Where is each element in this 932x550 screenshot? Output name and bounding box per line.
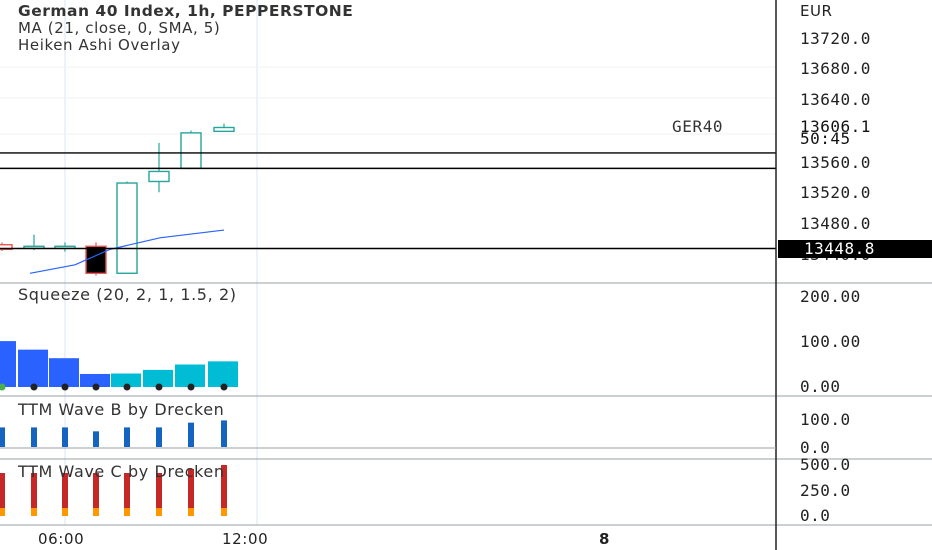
squeeze-tick: 0.00: [800, 377, 841, 396]
squeeze-histogram: [0, 341, 238, 391]
squeeze-bar: [143, 369, 173, 387]
wave-c-bar-base: [31, 508, 37, 516]
squeeze-bar: [208, 361, 238, 387]
wave-c-bar-base: [156, 508, 162, 516]
squeeze-bar: [49, 358, 79, 387]
time-label: 8: [599, 530, 611, 548]
wave-c-bar: [93, 473, 99, 508]
wave-c-bar-base: [188, 508, 194, 516]
price-tick: 13680.0: [800, 59, 871, 78]
wave-b-bar: [93, 431, 99, 447]
price-candles: [0, 123, 235, 276]
wave-c-bar-base: [0, 508, 5, 516]
bar-countdown: 50:45: [800, 129, 851, 148]
wave-b-bar: [188, 422, 194, 447]
wave-c-title[interactable]: TTM Wave C by Drecken: [18, 462, 225, 481]
time-label: 06:00: [38, 530, 85, 548]
candle-body: [85, 245, 107, 274]
squeeze-dot: [30, 383, 38, 391]
price-tick: 13480.0: [800, 214, 871, 233]
candle-body: [213, 126, 235, 133]
squeeze-tick: 200.00: [800, 287, 861, 306]
wave-c-bar: [188, 469, 194, 508]
wave-c-bar: [31, 473, 37, 508]
wave-c-bar-base: [124, 508, 130, 516]
wave-c-tick: 0.0: [800, 506, 831, 525]
ma-line: [29, 229, 225, 274]
wave-c-bar: [62, 473, 68, 508]
wave-b-bar: [62, 427, 68, 447]
wave-b-bar: [156, 427, 162, 447]
ma-path: [29, 229, 225, 274]
squeeze-dot: [220, 383, 228, 391]
squeeze-bar: [80, 373, 110, 387]
wave-c-bar: [0, 473, 5, 508]
candle-body: [180, 132, 202, 170]
squeeze-tick: 100.00: [800, 332, 861, 351]
wave-c-bar: [124, 473, 130, 508]
price-tick: 13560.0: [800, 153, 871, 172]
wave-b-bar: [124, 427, 130, 447]
price-tick: 13720.0: [800, 29, 871, 48]
wave-b-bars: [0, 420, 227, 447]
squeeze-dot: [155, 383, 163, 391]
candle-body: [116, 182, 138, 274]
currency-label: EUR: [800, 2, 833, 20]
squeeze-dot: [0, 383, 6, 391]
symbol-title[interactable]: German 40 Index, 1h, PEPPERSTONE: [18, 2, 354, 20]
wave-b-tick: 0.0: [800, 438, 831, 457]
wave-c-bar-base: [93, 508, 99, 516]
squeeze-dot: [61, 383, 69, 391]
current-price-label: GER40: [672, 117, 724, 136]
horizontal-levels[interactable]: [0, 152, 776, 250]
candle-body: [148, 170, 170, 183]
current-price: 13606.1: [800, 117, 871, 136]
time-label: 12:00: [222, 530, 269, 548]
squeeze-dot: [123, 383, 131, 391]
wave-c-bar: [156, 473, 162, 508]
squeeze-title[interactable]: Squeeze (20, 2, 1, 1.5, 2): [18, 285, 237, 304]
price-tick: 13640.0: [800, 90, 871, 109]
wave-b-bar: [0, 427, 5, 447]
squeeze-bar: [18, 349, 48, 387]
price-tick: 13520.0: [800, 183, 871, 202]
wave-c-tick: 500.0: [800, 455, 851, 474]
candle-body: [0, 244, 13, 251]
wave-c-bar: [221, 465, 227, 508]
squeeze-bar: [111, 373, 141, 387]
heiken-ashi-label[interactable]: Heiken Ashi Overlay: [18, 36, 181, 54]
wave-b-bar: [31, 427, 37, 447]
wave-b-title[interactable]: TTM Wave B by Drecken: [18, 400, 225, 419]
wave-c-tick: 250.0: [800, 481, 851, 500]
squeeze-dot: [92, 383, 100, 391]
squeeze-bar: [175, 364, 205, 387]
wave-b-bar: [221, 420, 227, 447]
wave-c-bar-base: [221, 508, 227, 516]
wave-c-bars: [0, 465, 227, 516]
wave-c-bar-base: [62, 508, 68, 516]
ma-indicator-label[interactable]: MA (21, close, 0, SMA, 5): [18, 19, 221, 37]
squeeze-bar: [0, 341, 16, 387]
marked-price-badge[interactable]: 13448.8: [778, 240, 932, 258]
wave-b-tick: 100.0: [800, 410, 851, 429]
squeeze-dot: [187, 383, 195, 391]
